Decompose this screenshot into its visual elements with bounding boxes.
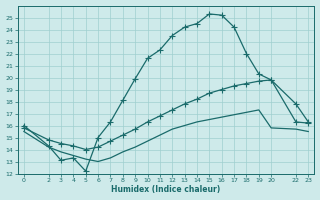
X-axis label: Humidex (Indice chaleur): Humidex (Indice chaleur) — [111, 185, 221, 194]
